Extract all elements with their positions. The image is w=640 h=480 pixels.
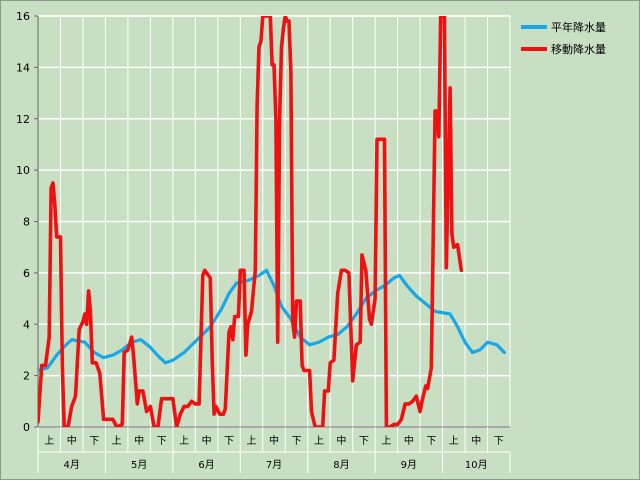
x-decade-label: 下 bbox=[157, 436, 167, 447]
y-tick-label: 14 bbox=[16, 61, 30, 74]
x-axis: 上中下4月上中下5月上中下6月上中下7月上中下8月上中下9月上中下10月 bbox=[37, 426, 511, 473]
x-decade-label: 下 bbox=[426, 436, 436, 447]
y-tick-label: 4 bbox=[23, 318, 30, 331]
y-axis: 0 2 4 6 8 10 12 14 16 bbox=[16, 10, 39, 473]
x-decade-label: 上 bbox=[381, 435, 391, 447]
x-decade-label: 上 bbox=[179, 435, 189, 447]
legend-label: 移動降水量 bbox=[551, 42, 606, 56]
x-decade-label: 中 bbox=[67, 434, 77, 447]
x-month-label: 9月 bbox=[401, 459, 417, 471]
x-decade-label: 上 bbox=[247, 435, 257, 447]
x-decade-label: 中 bbox=[471, 434, 481, 447]
x-month-label: 6月 bbox=[198, 459, 214, 471]
x-decade-label: 上 bbox=[44, 435, 54, 447]
x-decade-label: 下 bbox=[89, 436, 99, 447]
x-decade-label: 中 bbox=[404, 434, 414, 447]
y-tick-label: 0 bbox=[23, 421, 30, 434]
y-tick-label: 6 bbox=[23, 267, 30, 280]
x-decade-label: 中 bbox=[134, 434, 144, 447]
y-tick-label: 16 bbox=[16, 10, 30, 23]
x-decade-label: 上 bbox=[449, 435, 459, 447]
x-month-label: 4月 bbox=[64, 459, 80, 471]
x-month-label: 10月 bbox=[465, 459, 488, 471]
x-month-label: 7月 bbox=[266, 459, 282, 471]
x-decade-label: 下 bbox=[224, 436, 234, 447]
x-decade-label: 下 bbox=[359, 436, 369, 447]
y-tick-label: 8 bbox=[23, 216, 30, 229]
y-tick-label: 2 bbox=[23, 370, 30, 383]
x-decade-label: 中 bbox=[202, 434, 212, 447]
x-month-label: 5月 bbox=[131, 459, 147, 471]
x-decade-label: 下 bbox=[494, 436, 504, 447]
x-decade-label: 上 bbox=[314, 435, 324, 447]
legend-label: 平年降水量 bbox=[551, 20, 606, 34]
x-decade-label: 中 bbox=[269, 434, 279, 447]
y-tick-label: 12 bbox=[16, 113, 30, 126]
x-decade-label: 中 bbox=[336, 434, 346, 447]
y-tick-label: 10 bbox=[16, 164, 30, 177]
series-line-moving-precip bbox=[38, 16, 464, 427]
series-lines bbox=[38, 16, 506, 427]
x-decade-label: 上 bbox=[112, 435, 122, 447]
x-month-label: 8月 bbox=[333, 459, 349, 471]
x-decade-label: 下 bbox=[291, 436, 301, 447]
